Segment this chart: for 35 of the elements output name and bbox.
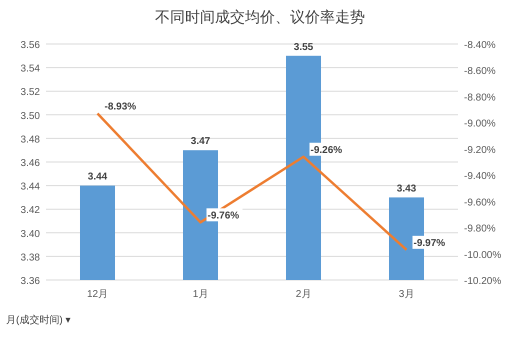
y2-tick-label: -9.80% <box>464 224 496 235</box>
y-tick-label: 3.38 <box>20 252 40 264</box>
y2-tick-label: -8.80% <box>464 92 496 104</box>
x-tick-label: 12月 <box>86 289 108 300</box>
y-tick-label: 3.44 <box>20 182 40 193</box>
data-label: -9.76% <box>208 210 240 222</box>
data-label: 3.55 <box>294 42 314 53</box>
data-label: -8.93% <box>104 101 136 112</box>
y2-tick-label: -10.20% <box>464 276 502 287</box>
y-tick-label: 3.40 <box>20 228 40 240</box>
data-label: 3.44 <box>88 172 108 183</box>
x-tick-label: 3月 <box>398 289 414 300</box>
y-tick-label: 3.46 <box>20 158 40 169</box>
y2-tick-label: -9.20% <box>464 144 496 156</box>
y-tick-label: 3.54 <box>20 64 40 75</box>
y2-tick-label: -10.00% <box>464 250 502 261</box>
y-tick-label: 3.42 <box>20 205 40 216</box>
text: 月(成交时间) ▾ <box>6 314 70 326</box>
data-label: 3.47 <box>190 136 211 148</box>
y2-tick-label: -8.40% <box>464 40 496 51</box>
y2-tick-label: -9.60% <box>464 197 496 208</box>
x-tick-label: 1月 <box>192 289 208 300</box>
y-tick-label: 3.36 <box>20 276 40 287</box>
chart-title: 不同时间成交均价、议价率走势 <box>155 9 365 26</box>
y-tick-label: 3.56 <box>20 40 40 51</box>
y-tick-label: 3.50 <box>20 110 40 122</box>
data-label: 3.43 <box>396 183 417 194</box>
y-tick-label: 3.52 <box>20 87 40 98</box>
data-label: -9.26% <box>310 144 342 156</box>
data-label: -9.97% <box>414 238 446 249</box>
y2-tick-label: -8.60% <box>464 66 496 78</box>
y2-tick-label: -9.40% <box>464 171 496 182</box>
x-tick-label: 2月 <box>296 289 312 300</box>
y-tick-label: 3.48 <box>20 134 40 146</box>
y2-tick-label: -9.00% <box>464 118 496 130</box>
